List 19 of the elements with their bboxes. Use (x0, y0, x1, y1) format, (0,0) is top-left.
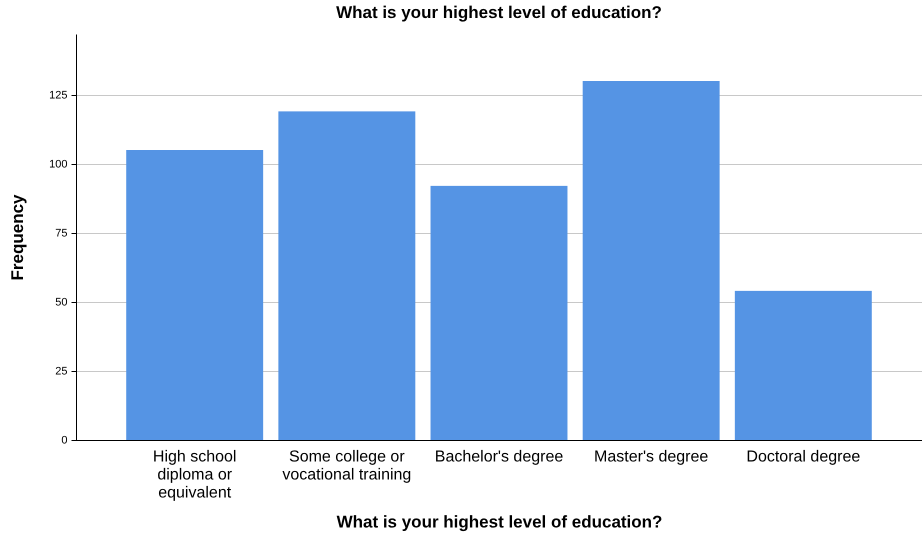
x-tick-label: Doctoral degree (746, 448, 860, 466)
y-tick-label: 25 (55, 365, 68, 378)
x-tick-label: Some college or vocational training (282, 448, 412, 484)
y-tick-label: 75 (55, 227, 68, 240)
chart-title: What is your highest level of education? (336, 3, 662, 22)
y-tick-label: 0 (61, 434, 68, 446)
x-tick-label: Bachelor's degree (434, 448, 564, 466)
x-axis-title: What is your highest level of education? (336, 512, 662, 532)
y-tick-label: 50 (55, 296, 68, 308)
bar (734, 290, 872, 440)
y-tick-label: 100 (49, 158, 68, 170)
bar (278, 111, 416, 440)
x-tick-label: High school diploma or equivalent (152, 448, 236, 502)
bar (582, 80, 720, 440)
bar (430, 186, 568, 440)
y-axis-title: Frequency (8, 194, 28, 280)
x-tick-label: Master's degree (594, 448, 708, 466)
y-tick-label: 125 (49, 89, 68, 102)
bar (126, 150, 264, 440)
